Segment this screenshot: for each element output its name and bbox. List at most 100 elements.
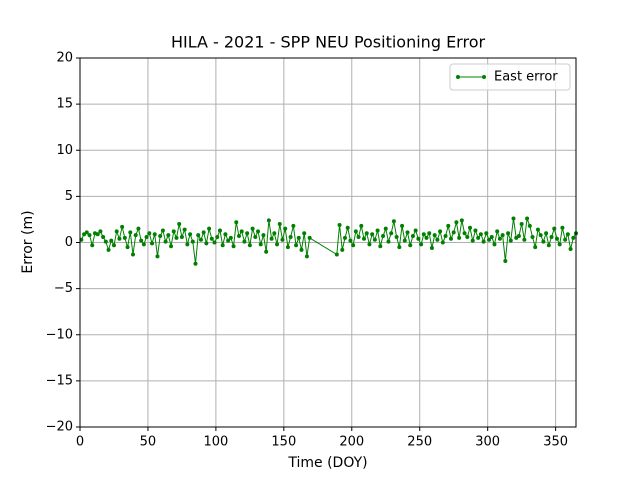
legend-label: East error: [494, 70, 558, 85]
point: [109, 238, 114, 243]
point: [177, 222, 182, 227]
point: [535, 227, 540, 232]
point: [565, 232, 570, 237]
y-tick-label: 5: [65, 189, 73, 204]
point: [527, 223, 532, 228]
point: [525, 216, 530, 221]
point: [269, 236, 274, 241]
point: [272, 231, 277, 236]
point: [500, 233, 505, 238]
y-tick-label: −10: [46, 327, 73, 342]
point: [427, 231, 432, 236]
point: [277, 222, 282, 227]
point: [256, 229, 261, 234]
point: [201, 230, 206, 235]
point: [275, 242, 280, 247]
point: [484, 231, 489, 236]
y-tick-label: −20: [46, 420, 73, 435]
point: [549, 234, 554, 239]
point: [198, 237, 203, 242]
point: [454, 220, 459, 225]
point: [90, 243, 95, 248]
point: [465, 234, 470, 239]
point: [299, 247, 304, 252]
point: [239, 229, 244, 234]
point: [122, 235, 127, 240]
point: [386, 239, 391, 244]
point: [429, 246, 434, 251]
point: [462, 231, 467, 236]
x-tick-label: 250: [407, 435, 432, 450]
point: [560, 225, 565, 230]
point: [492, 242, 497, 247]
point: [130, 252, 135, 257]
point: [432, 233, 437, 238]
point: [372, 237, 377, 242]
point: [182, 227, 187, 232]
x-tick-label: 300: [475, 435, 500, 450]
y-tick-label: 0: [65, 235, 73, 250]
point: [188, 232, 193, 237]
point: [215, 234, 220, 239]
point: [506, 231, 511, 236]
point: [340, 247, 345, 252]
point: [294, 243, 299, 248]
point: [473, 228, 478, 233]
point: [288, 234, 293, 239]
point: [261, 233, 266, 238]
point: [522, 237, 527, 242]
point: [487, 237, 492, 242]
point: [234, 220, 239, 225]
point: [408, 243, 413, 248]
point: [103, 239, 108, 244]
point: [226, 238, 231, 243]
point: [554, 236, 559, 241]
x-tick-label: 200: [339, 435, 364, 450]
point: [497, 236, 502, 241]
point: [448, 236, 453, 241]
point: [410, 234, 415, 239]
point: [196, 233, 201, 238]
point: [375, 228, 380, 233]
point: [424, 235, 429, 240]
point: [217, 228, 222, 233]
point: [364, 231, 369, 236]
point: [568, 246, 573, 251]
point: [400, 223, 405, 228]
point: [231, 244, 236, 249]
point: [405, 230, 410, 235]
point: [253, 234, 258, 239]
y-tick-label: 10: [56, 143, 73, 158]
point: [359, 223, 364, 228]
point: [95, 232, 100, 237]
point: [280, 237, 285, 242]
point: [193, 261, 198, 266]
y-tick-label: 20: [56, 51, 73, 66]
point: [171, 229, 176, 234]
point: [457, 235, 462, 240]
point: [571, 235, 576, 240]
point: [304, 254, 309, 259]
point: [212, 240, 217, 245]
point: [443, 234, 448, 239]
point: [128, 230, 133, 235]
point: [120, 224, 125, 229]
point: [476, 235, 481, 240]
point: [348, 238, 353, 243]
point: [283, 226, 288, 231]
point: [421, 232, 426, 237]
point: [125, 245, 130, 250]
point: [302, 231, 307, 236]
point: [503, 258, 508, 263]
point: [544, 231, 549, 236]
point: [169, 244, 174, 249]
point: [106, 247, 111, 252]
point: [84, 230, 89, 235]
point: [228, 235, 233, 240]
point: [334, 252, 339, 257]
point: [416, 236, 421, 241]
point: [508, 238, 513, 243]
point: [190, 239, 195, 244]
point: [111, 243, 116, 248]
legend-marker: [482, 75, 486, 79]
